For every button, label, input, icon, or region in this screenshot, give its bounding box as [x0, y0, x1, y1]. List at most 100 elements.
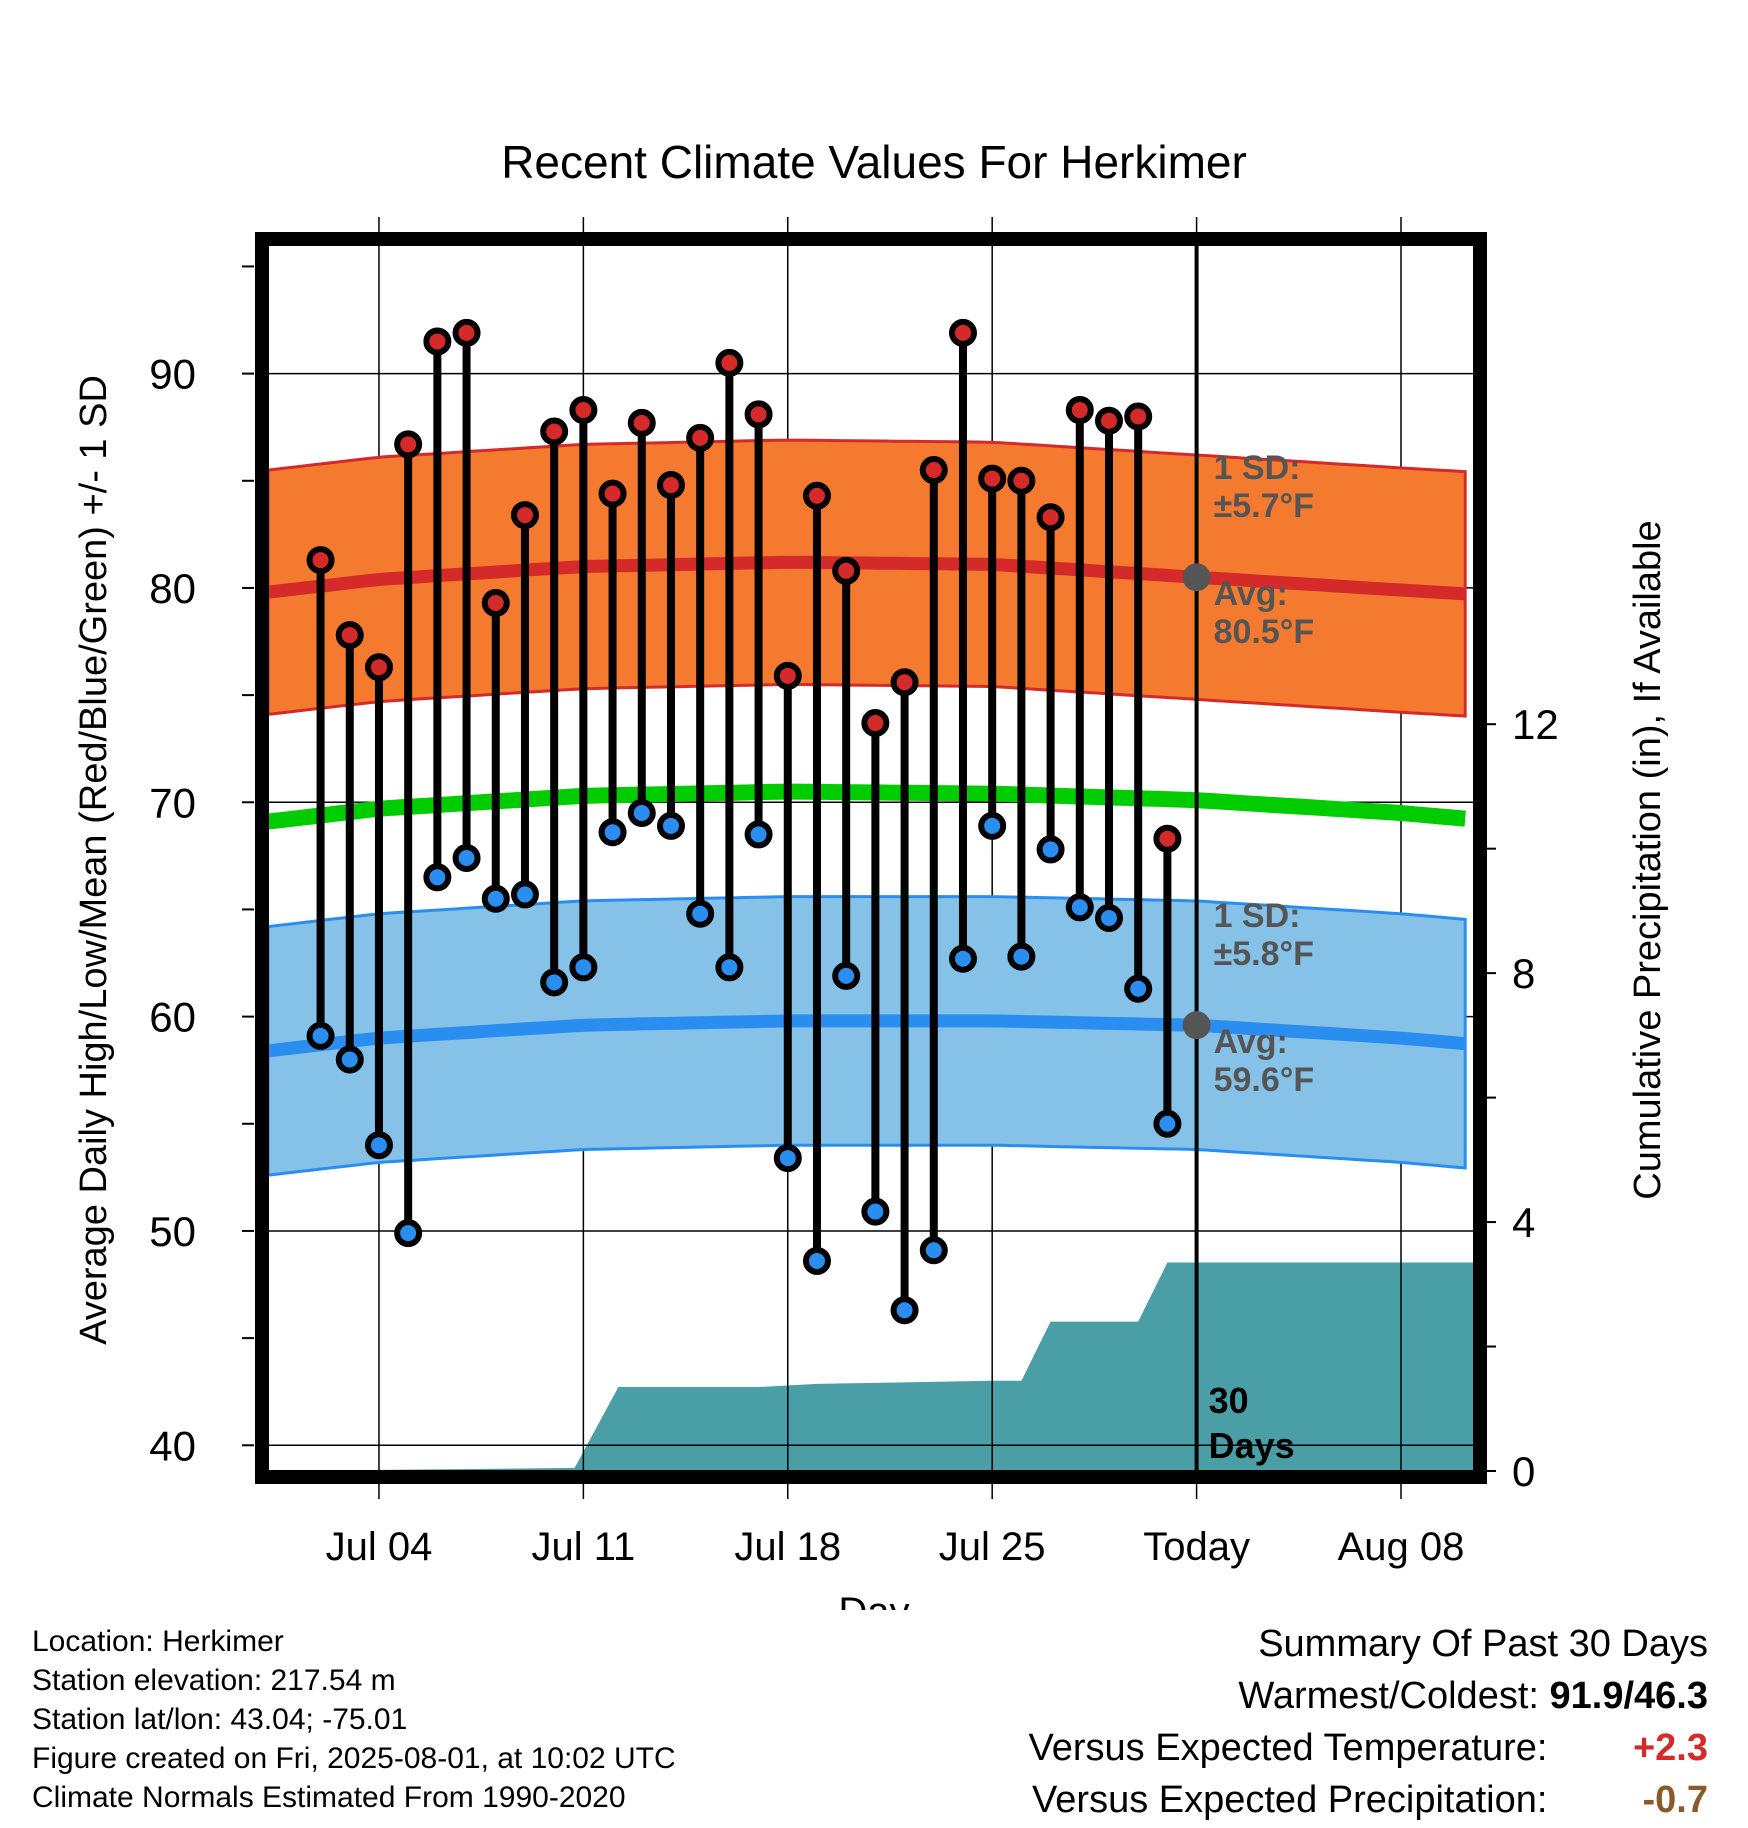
station-info: Location: Herkimer Station elevation: 21…	[32, 1622, 676, 1817]
high-point	[773, 661, 802, 690]
y-axis-label: Average Daily High/Low/Mean (Red/Blue/Gr…	[73, 375, 115, 1345]
y2-tick-label: 0	[1512, 1448, 1535, 1495]
summary-precip: Versus Expected Precipitation: -0.7	[1029, 1774, 1708, 1826]
x-tick-label: Aug 08	[1338, 1525, 1465, 1569]
high-avg-label: Avg:	[1214, 575, 1288, 613]
y-tick-label: 60	[149, 994, 196, 1041]
high-point	[364, 653, 393, 682]
low-point	[715, 953, 744, 982]
summary-warm-cold: Warmest/Coldest: 91.9/46.3	[1029, 1670, 1708, 1722]
high-point	[1124, 402, 1153, 431]
y-tick-label: 90	[149, 351, 196, 398]
low-point	[1124, 974, 1153, 1003]
high-point	[686, 423, 715, 452]
warm-cold-label: Warmest/Coldest:	[1238, 1675, 1539, 1717]
chart-title: Recent Climate Values For Herkimer	[501, 136, 1247, 188]
high-point	[481, 588, 510, 617]
latlon-text: Station lat/lon: 43.04; -75.01	[32, 1703, 408, 1736]
low-point	[1036, 835, 1065, 864]
x-tick-label: Jul 18	[734, 1525, 841, 1569]
low-point	[569, 953, 598, 982]
normals-text: Climate Normals Estimated From 1990-2020	[32, 1781, 626, 1814]
normal-low-line	[268, 1014, 1466, 1058]
low-point	[802, 1246, 831, 1275]
high-point	[394, 430, 423, 459]
low-sd-label: 1 SD:	[1214, 897, 1301, 935]
low-point	[540, 968, 569, 997]
high-point	[656, 471, 685, 500]
days-label: 30	[1209, 1380, 1249, 1421]
temp-value: +2.3	[1632, 1727, 1708, 1769]
high-point	[452, 318, 481, 347]
high-point	[919, 456, 948, 485]
high-sd-band	[268, 438, 1467, 718]
y-tick-label: 70	[149, 779, 196, 826]
x-axis-label: Day	[838, 1590, 909, 1610]
high-point	[832, 556, 861, 585]
low-point	[481, 884, 510, 913]
low-point	[919, 1236, 948, 1265]
high-point	[510, 501, 539, 530]
high-point	[598, 479, 627, 508]
x-tick-label: Jul 25	[939, 1525, 1046, 1569]
low-sd-value: ±5.8°F	[1214, 935, 1314, 973]
low-point	[744, 820, 773, 849]
low-point	[1094, 904, 1123, 933]
precip-value: -0.7	[1642, 1779, 1708, 1821]
created-text: Figure created on Fri, 2025-08-01, at 10…	[32, 1742, 676, 1775]
days-label: Days	[1209, 1425, 1295, 1466]
high-point	[569, 396, 598, 425]
low-point	[394, 1219, 423, 1248]
high-point	[1094, 406, 1123, 435]
low-point	[773, 1144, 802, 1173]
low-point	[978, 811, 1007, 840]
low-point	[627, 798, 656, 827]
low-point	[335, 1045, 364, 1074]
y-tick-label: 50	[149, 1208, 196, 1255]
high-point	[715, 348, 744, 377]
low-point	[1065, 893, 1094, 922]
high-point	[890, 668, 919, 697]
today-high-avg-marker	[1182, 563, 1211, 592]
climate-chart: Recent Climate Values For Herkimer 1 SD:…	[73, 136, 1669, 1610]
y2-tick-label: 4	[1512, 1199, 1535, 1246]
x-tick-label: Today	[1143, 1525, 1250, 1569]
x-tick-label: Jul 04	[326, 1525, 433, 1569]
low-point	[452, 844, 481, 872]
summary-panel: Summary Of Past 30 Days Warmest/Coldest:…	[1029, 1618, 1708, 1826]
low-point	[686, 899, 715, 928]
high-point	[1153, 824, 1182, 853]
high-point	[423, 327, 452, 356]
low-point	[423, 863, 452, 892]
low-point	[1007, 942, 1036, 971]
low-avg-label: Avg:	[1214, 1023, 1288, 1061]
y2-axis-label: Cumulative Precipitation (in), If Availa…	[1627, 520, 1669, 1199]
low-point	[598, 818, 627, 847]
low-point	[1153, 1109, 1182, 1138]
low-point	[306, 1021, 335, 1050]
high-sd-value: ±5.7°F	[1214, 487, 1314, 525]
high-point	[802, 481, 831, 510]
y-tick-label: 80	[149, 565, 196, 612]
precip-label: Versus Expected Precipitation:	[1032, 1779, 1548, 1821]
warm-cold-value: 91.9/46.3	[1549, 1675, 1708, 1717]
high-point	[978, 464, 1007, 493]
low-point	[364, 1131, 393, 1160]
location-text: Location: Herkimer	[32, 1625, 284, 1658]
high-point	[1036, 503, 1065, 532]
high-point	[1007, 466, 1036, 495]
high-point	[540, 417, 569, 446]
high-point	[306, 546, 335, 575]
plot-frame	[255, 232, 1487, 1484]
low-point	[510, 880, 539, 909]
low-point	[861, 1197, 890, 1226]
y2-tick-label: 8	[1512, 950, 1535, 997]
low-point	[656, 811, 685, 840]
summary-temp: Versus Expected Temperature: +2.3	[1029, 1722, 1708, 1774]
low-avg-value: 59.6°F	[1214, 1061, 1315, 1099]
elevation-text: Station elevation: 217.54 m	[32, 1664, 396, 1697]
high-point	[744, 400, 773, 429]
y-tick-label: 40	[149, 1422, 196, 1469]
low-point	[948, 944, 977, 973]
